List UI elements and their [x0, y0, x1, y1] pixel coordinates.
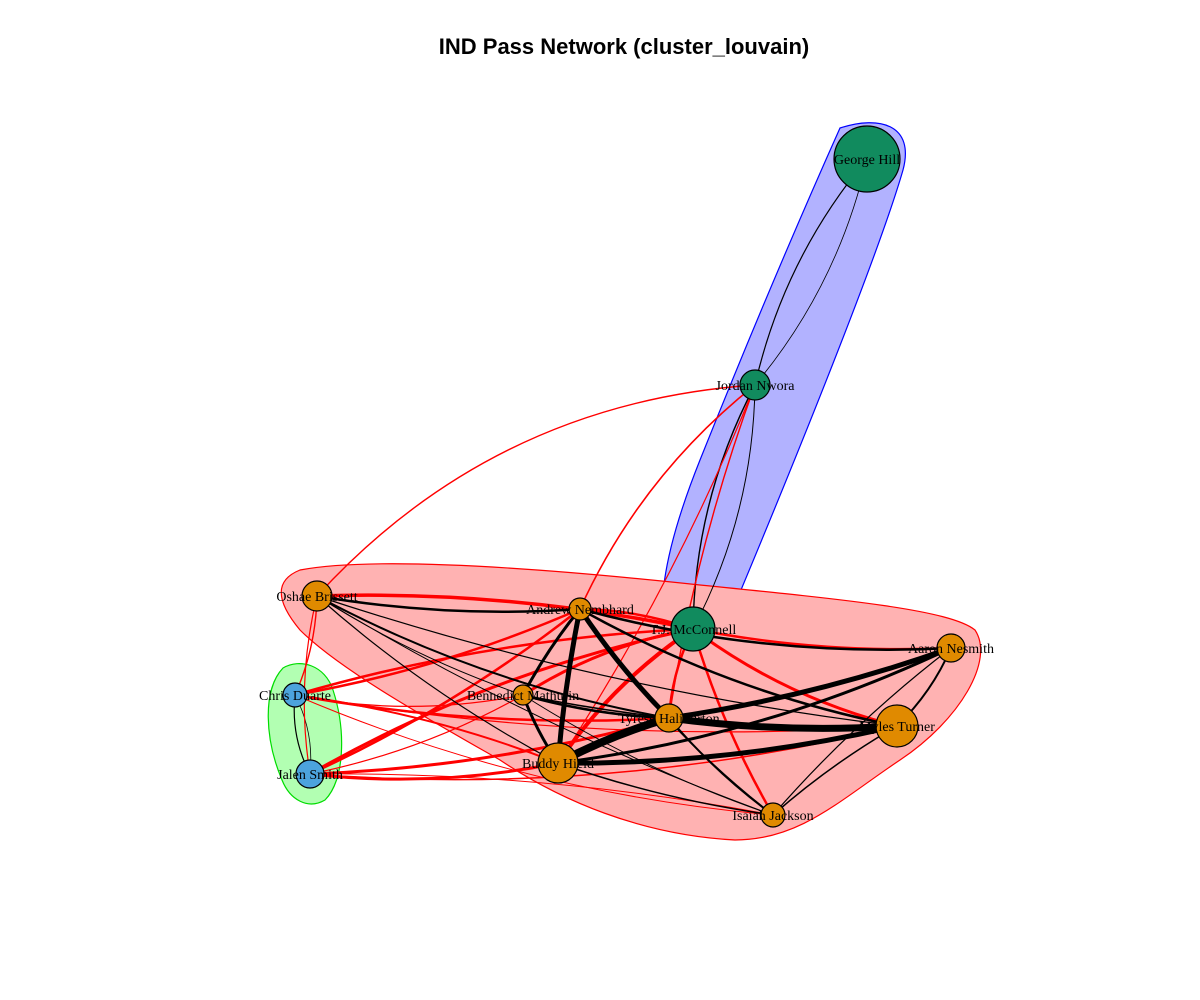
- node-myles-turner[interactable]: [875, 704, 919, 748]
- node-label-oshae-brissett: Oshae Brissett: [276, 590, 357, 605]
- node-tj-mcconnell[interactable]: [670, 606, 716, 652]
- edge-jalen-smith-bennedict-mathurin: [309, 694, 524, 775]
- node-label-tj-mcconnell: T.J. McConnell: [650, 623, 737, 638]
- edge-oshae-brissett-andrew-nembhard: [315, 594, 582, 613]
- edge-oshae-brissett-myles-turner: [316, 595, 898, 727]
- edge-jordan-nwora-buddy-hield: [557, 384, 756, 764]
- player-labels: George Hill Jordan Nwora T.J. McConnell Osh…: [259, 153, 994, 824]
- edge-tj-mcconnell-buddy-hield: [556, 627, 695, 765]
- chart-title: IND Pass Network (cluster_louvain): [438, 34, 810, 59]
- node-tyrese-haliburton[interactable]: [654, 703, 684, 733]
- node-aaron-nesmith[interactable]: [936, 633, 966, 663]
- node-isaiah-jackson[interactable]: [760, 802, 786, 828]
- node-jordan-nwora[interactable]: [739, 369, 771, 401]
- edge-jalen-smith-oshae-brissett: [303, 595, 318, 775]
- edge-buddy-hield-aaron-nesmith: [556, 646, 953, 765]
- edge-jordan-nwora-andrew-nembhard: [579, 384, 756, 610]
- node-george-hill[interactable]: [833, 125, 901, 193]
- node-andrew-nembhard[interactable]: [568, 597, 592, 621]
- edge-jordan-nwora-tj-mcconnell: [692, 384, 756, 630]
- edge-jordan-nwora-tj-mcconnell: [692, 384, 756, 630]
- edge-bennedict-mathurin-tyrese-haliburton: [521, 693, 671, 720]
- edge-tyrese-haliburton-myles-turner: [665, 714, 901, 732]
- node-label-jalen-smith: Jalen Smith: [277, 768, 343, 783]
- edge-aaron-nesmith-isaiah-jackson: [772, 647, 952, 816]
- node-label-george-hill: George Hill: [834, 153, 900, 168]
- edge-tyrese-haliburton-isaiah-jackson: [668, 717, 774, 816]
- node-label-myles-turner: Myles Turner: [859, 720, 935, 735]
- node-label-andrew-nembhard: Andrew Nembhard: [526, 603, 634, 618]
- edge-tj-mcconnell-myles-turner: [691, 627, 899, 728]
- node-label-buddy-hield: Buddy Hield: [522, 757, 594, 772]
- edge-tyrese-haliburton-aaron-nesmith: [666, 645, 954, 721]
- edge-jalen-smith-buddy-hield: [308, 761, 560, 781]
- node-jalen-smith[interactable]: [295, 759, 325, 789]
- node-oshae-brissett[interactable]: [301, 580, 333, 612]
- edge-oshae-brissett-tyrese-haliburton: [316, 595, 670, 719]
- edge-tj-mcconnell-oshae-brissett: [315, 593, 695, 631]
- edge-buddy-hield-myles-turner: [555, 723, 900, 766]
- node-label-bennedict-mathurin: Bennedict Mathurin: [467, 689, 579, 704]
- edge-jordan-nwora-oshae-brissett: [316, 384, 756, 597]
- node-label-tyrese-haliburton: Tyrese Haliburton: [618, 712, 719, 727]
- edge-oshae-brissett-buddy-hield: [316, 595, 559, 764]
- node-label-isaiah-jackson: Isaiah Jackson: [732, 809, 813, 824]
- edge-chris-duarte-andrew-nembhard: [293, 607, 582, 697]
- node-chris-duarte[interactable]: [282, 682, 308, 708]
- edge-chris-duarte-isaiah-jackson: [294, 694, 774, 816]
- node-label-chris-duarte: Chris Duarte: [259, 689, 331, 704]
- edge-andrew-nembhard-myles-turner: [578, 607, 899, 728]
- node-buddy-hield[interactable]: [537, 742, 579, 784]
- edge-buddy-hield-isaiah-jackson: [557, 762, 774, 816]
- node-bennedict-mathurin[interactable]: [512, 684, 534, 706]
- edge-tj-mcconnell-chris-duarte: [293, 627, 695, 697]
- node-label-aaron-nesmith: Aaron Nesmith: [908, 642, 994, 657]
- node-label-jordan-nwora: Jordan Nwora: [716, 379, 796, 394]
- edge-andrew-nembhard-aaron-nesmith: [578, 607, 953, 651]
- edge-jalen-smith-andrew-nembhard: [308, 607, 582, 776]
- edge-tj-mcconnell-jalen-smith: [308, 627, 695, 776]
- hull-community-red: [280, 563, 982, 841]
- player-nodes: [282, 125, 966, 828]
